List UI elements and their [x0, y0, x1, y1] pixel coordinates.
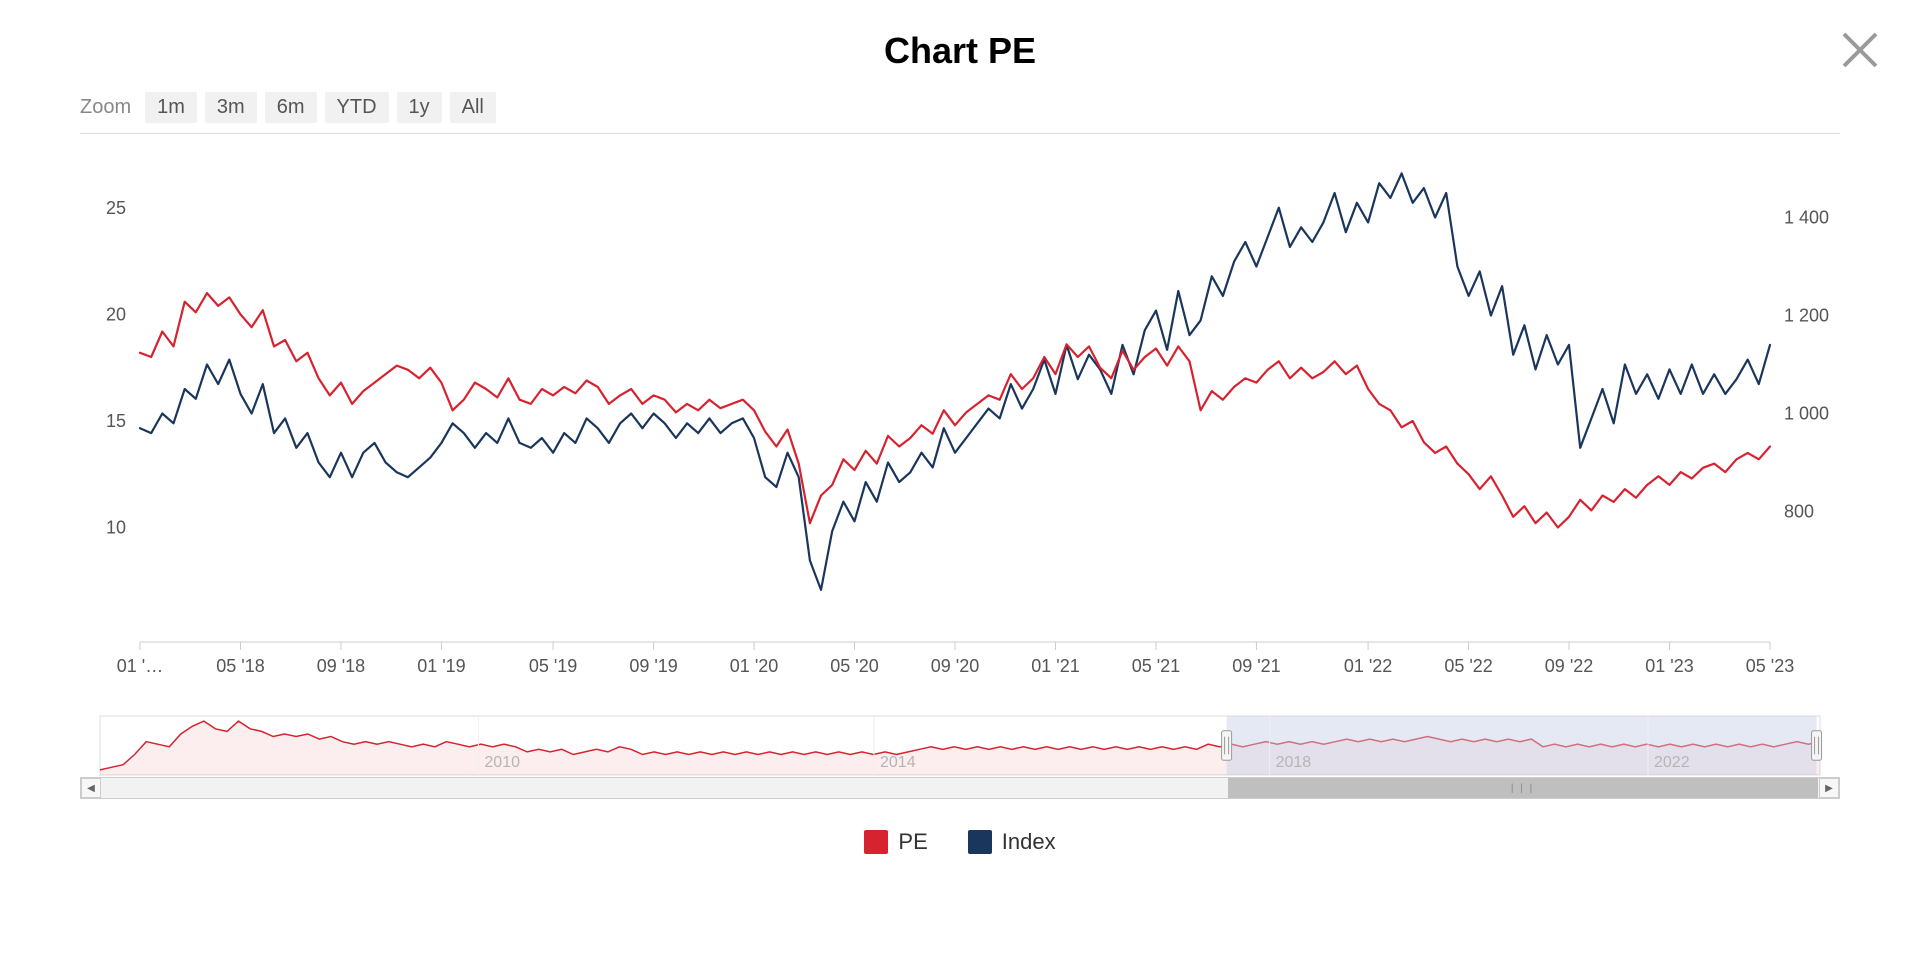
svg-text:25: 25: [106, 198, 126, 218]
svg-text:2018: 2018: [1276, 754, 1312, 771]
svg-text:05 '21: 05 '21: [1132, 656, 1180, 676]
navigator-scrollbar[interactable]: ◀ ▶ | | |: [80, 777, 1840, 799]
legend-swatch-index: [968, 830, 992, 854]
zoom-button-ytd[interactable]: YTD: [325, 92, 389, 123]
chart-pe-modal: { "title": "Chart PE", "close_icon_color…: [0, 0, 1920, 974]
zoom-controls: Zoom 1m 3m 6m YTD 1y All: [80, 92, 1870, 123]
svg-text:01 '22: 01 '22: [1344, 656, 1392, 676]
zoom-button-3m[interactable]: 3m: [205, 92, 257, 123]
svg-text:05 '19: 05 '19: [529, 656, 577, 676]
triangle-left-icon: ◀: [87, 783, 95, 794]
range-navigator[interactable]: 2010 2014 2018 2022 ◀ ▶ | | |: [80, 714, 1840, 799]
svg-text:2022: 2022: [1654, 754, 1690, 771]
svg-text:1 400: 1 400: [1784, 208, 1829, 228]
svg-text:05 '20: 05 '20: [830, 656, 878, 676]
svg-text:09 '18: 09 '18: [317, 656, 365, 676]
svg-text:01 '20: 01 '20: [730, 656, 778, 676]
svg-text:01 '…: 01 '…: [117, 656, 163, 676]
chart-title: Chart PE: [50, 30, 1870, 72]
legend: PE Index: [50, 829, 1870, 855]
legend-item-index[interactable]: Index: [968, 829, 1056, 855]
close-button[interactable]: [1840, 30, 1880, 75]
scrollbar-thumb[interactable]: | | |: [1228, 778, 1818, 798]
legend-swatch-pe: [864, 830, 888, 854]
scroll-left-button[interactable]: ◀: [81, 778, 101, 798]
svg-text:10: 10: [106, 517, 126, 537]
close-icon: [1840, 30, 1880, 70]
svg-text:800: 800: [1784, 502, 1814, 522]
legend-label-pe: PE: [898, 829, 927, 855]
svg-text:01 '23: 01 '23: [1645, 656, 1693, 676]
svg-text:15: 15: [106, 411, 126, 431]
svg-text:09 '22: 09 '22: [1545, 656, 1593, 676]
svg-text:2010: 2010: [484, 754, 520, 771]
svg-text:01 '21: 01 '21: [1031, 656, 1079, 676]
legend-label-index: Index: [1002, 829, 1056, 855]
chart-area[interactable]: 10 15 20 25 800 1 000 1 200 1 400 01 '… 05 '18 09 …: [80, 134, 1840, 694]
svg-text:09 '21: 09 '21: [1232, 656, 1280, 676]
svg-text:05 '18: 05 '18: [216, 656, 264, 676]
triangle-right-icon: ▶: [1825, 783, 1833, 794]
svg-text:1 200: 1 200: [1784, 306, 1829, 326]
zoom-button-1y[interactable]: 1y: [397, 92, 442, 123]
svg-text:01 '19: 01 '19: [417, 656, 465, 676]
svg-text:09 '19: 09 '19: [629, 656, 677, 676]
zoom-button-1m[interactable]: 1m: [145, 92, 197, 123]
legend-item-pe[interactable]: PE: [864, 829, 927, 855]
svg-text:09 '20: 09 '20: [931, 656, 979, 676]
zoom-button-6m[interactable]: 6m: [265, 92, 317, 123]
zoom-button-all[interactable]: All: [450, 92, 496, 123]
navigator-chart: 2010 2014 2018 2022: [80, 714, 1840, 777]
svg-text:20: 20: [106, 304, 126, 324]
grip-icon: | | |: [1511, 783, 1534, 794]
svg-text:05 '23: 05 '23: [1746, 656, 1794, 676]
zoom-label: Zoom: [80, 96, 131, 119]
svg-text:2014: 2014: [880, 754, 916, 771]
svg-text:1 000: 1 000: [1784, 404, 1829, 424]
scroll-right-button[interactable]: ▶: [1819, 778, 1839, 798]
svg-text:05 '22: 05 '22: [1444, 656, 1492, 676]
line-chart: 10 15 20 25 800 1 000 1 200 1 400 01 '… 05 '18 09 …: [80, 134, 1840, 694]
